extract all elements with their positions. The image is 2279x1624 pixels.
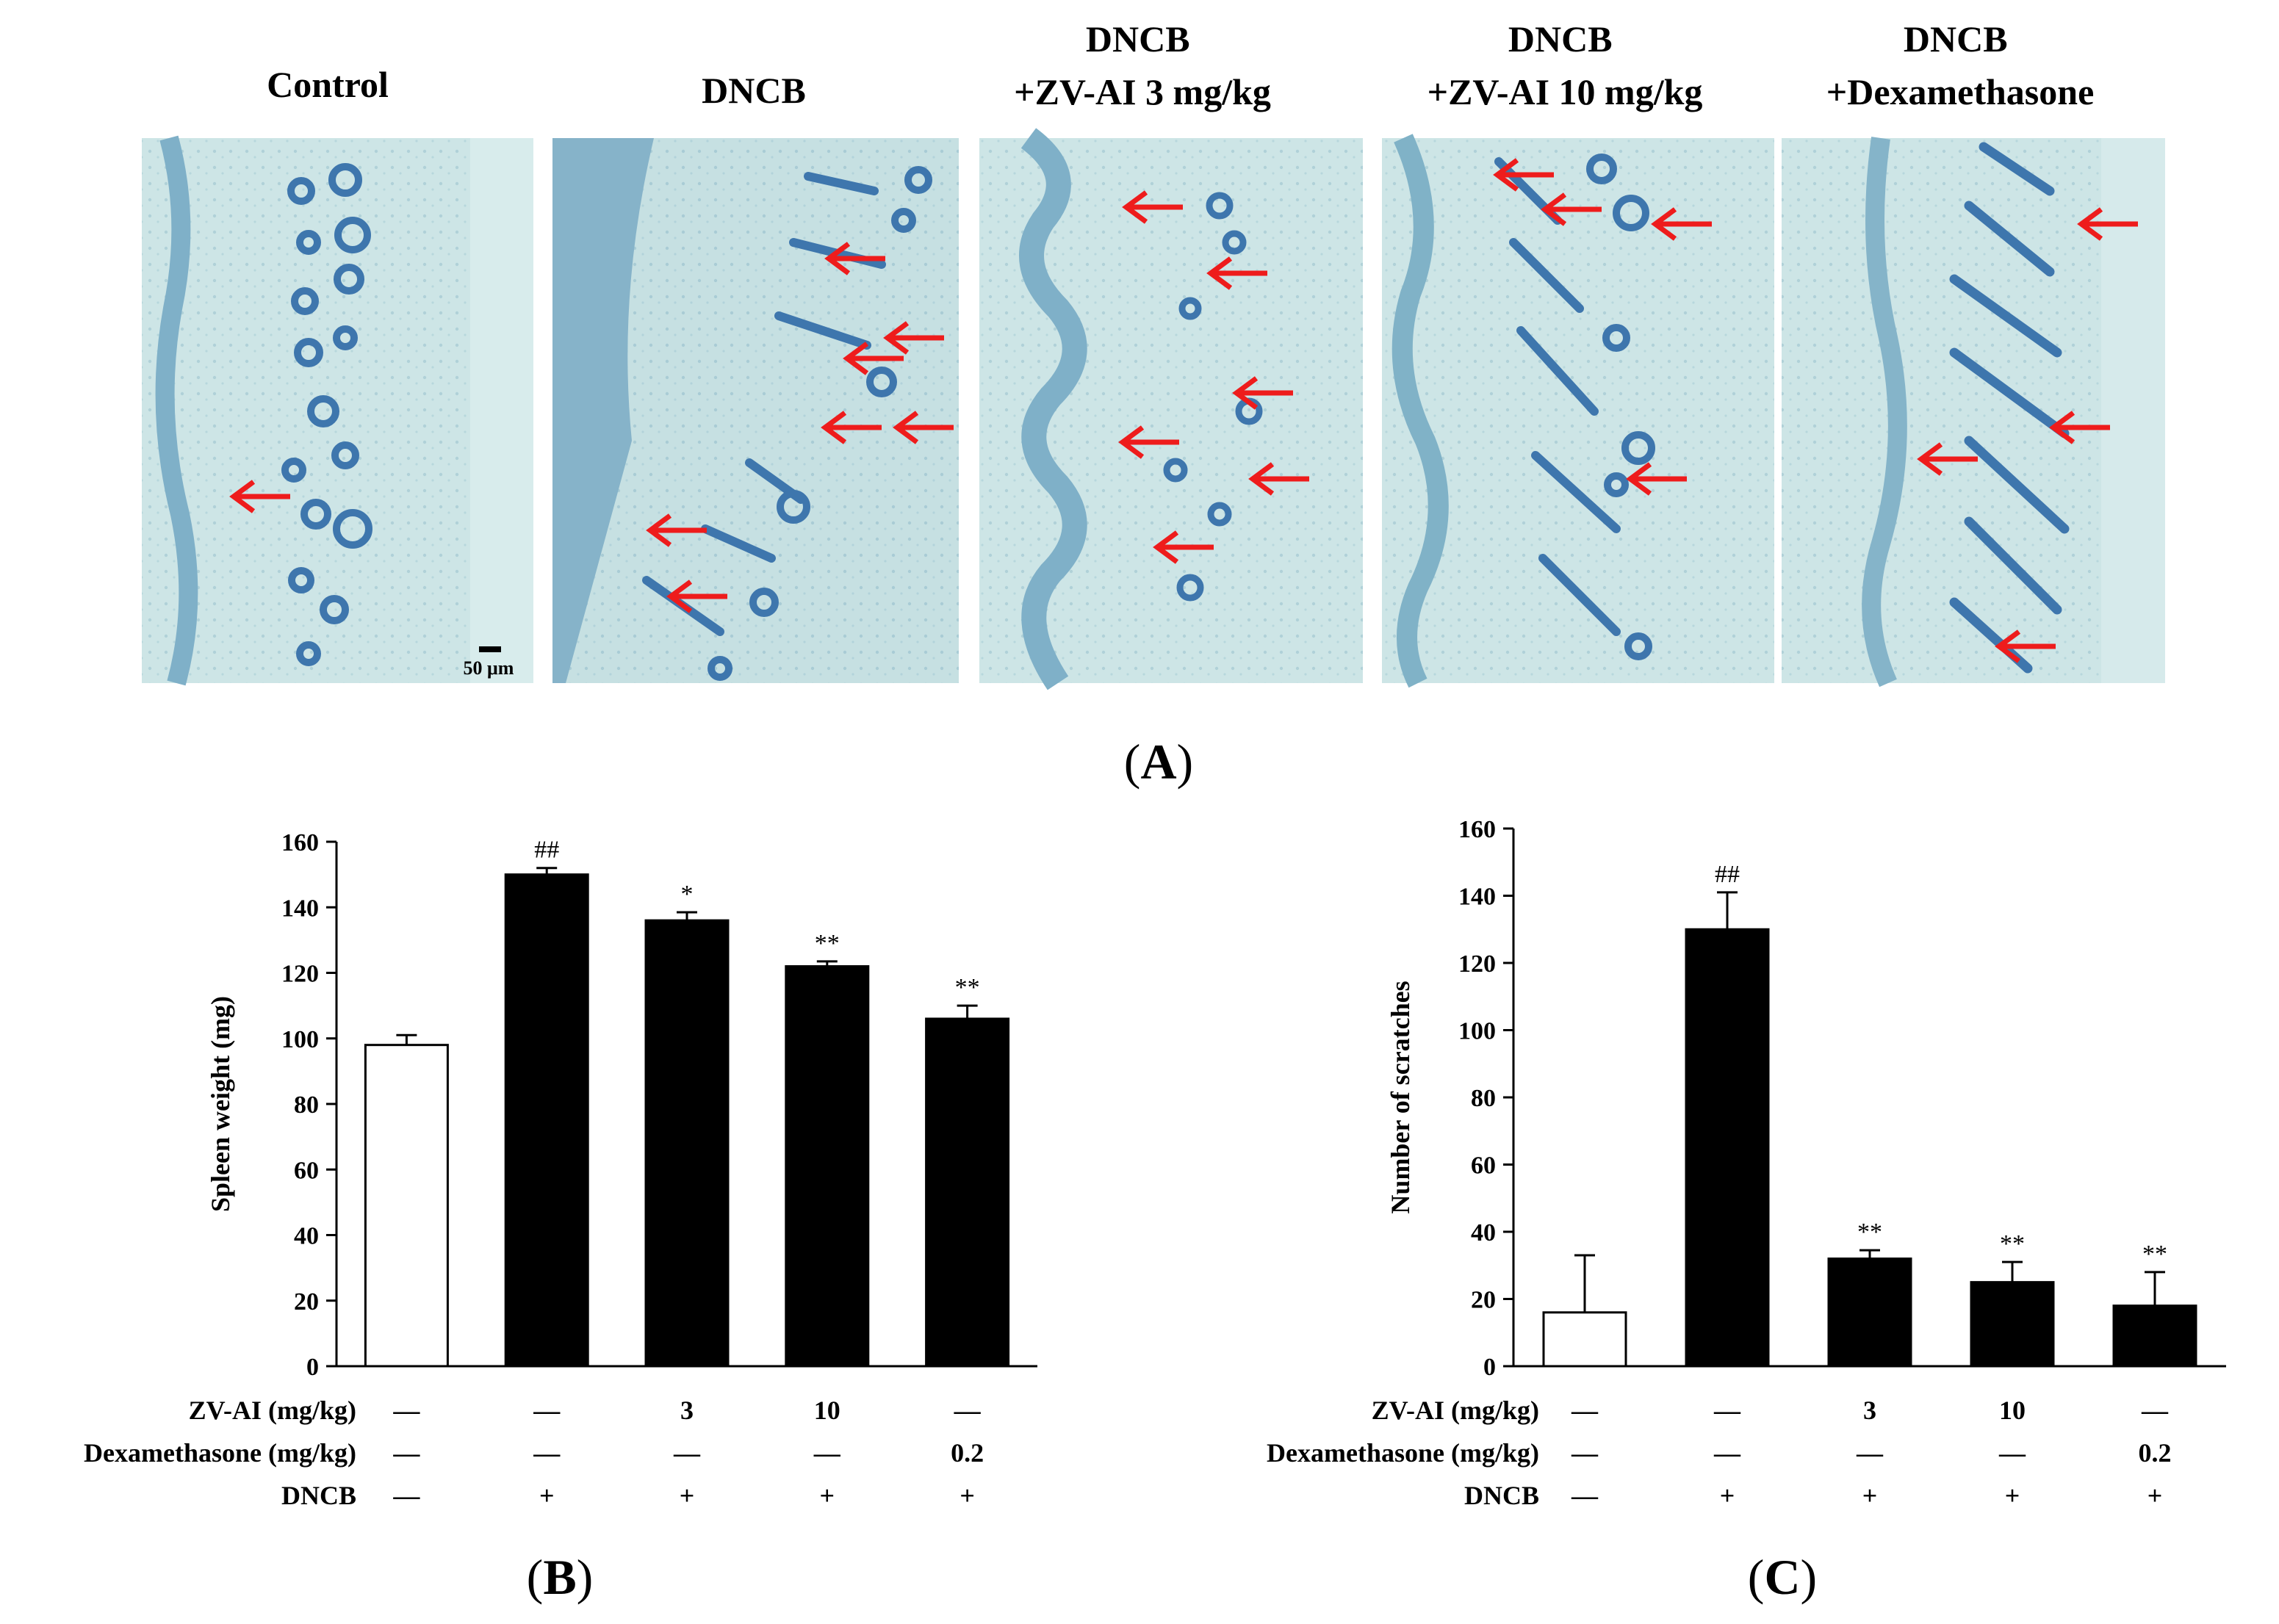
treatment-row-label: DNCB [1464, 1481, 1539, 1510]
treatment-row-label: ZV-AI (mg/kg) [1372, 1396, 1539, 1425]
micrograph-zvai-10 [1382, 134, 1774, 688]
y-tick-label: 80 [1471, 1085, 1496, 1112]
y-tick-label: 40 [1471, 1219, 1496, 1246]
y-axis-label: Number of scratches [1386, 981, 1415, 1213]
panel-a: 50 μm [142, 18, 2165, 790]
treatment-cell: 3 [680, 1396, 694, 1425]
bar [925, 1017, 1010, 1368]
y-tick-label: 40 [294, 1223, 319, 1250]
treatment-cell: 3 [1863, 1396, 1876, 1425]
significance-mark: ** [1857, 1219, 1882, 1246]
bar [504, 873, 589, 1368]
y-tick-label: 160 [281, 829, 319, 856]
y-tick-label: 160 [1458, 816, 1496, 843]
bar [1685, 928, 1770, 1368]
treatment-cell: — [1856, 1438, 1884, 1468]
treatment-cell: — [392, 1438, 420, 1468]
significance-mark: ** [2142, 1241, 2167, 1268]
treatment-row-label: ZV-AI (mg/kg) [189, 1396, 356, 1425]
significance-mark: ** [815, 930, 840, 957]
treatment-cell: — [1713, 1438, 1741, 1468]
y-tick-label: 100 [281, 1026, 319, 1053]
y-tick-label: 0 [1483, 1354, 1496, 1381]
panel-titles: Control DNCB DNCB +ZV-AI 3 mg/kg DNCB +Z… [267, 18, 2094, 112]
treatment-cell: + [820, 1481, 835, 1510]
treatment-cell: — [673, 1438, 701, 1468]
bar [1827, 1257, 1912, 1368]
treatment-cell: — [2141, 1396, 2169, 1425]
treatment-row-label: DNCB [281, 1481, 356, 1510]
treatment-cell: 10 [814, 1396, 840, 1425]
significance-mark: ## [1715, 861, 1740, 888]
treatment-cell: + [960, 1481, 975, 1510]
treatment-cell: + [2147, 1481, 2163, 1510]
y-tick-label: 140 [281, 895, 319, 922]
treatment-cell: 10 [1999, 1396, 2026, 1425]
bar [644, 919, 730, 1368]
treatment-cell: + [680, 1481, 695, 1510]
bar [2112, 1304, 2197, 1368]
bar [364, 1044, 449, 1368]
treatment-cell: — [1998, 1438, 2026, 1468]
treatment-cell: — [1571, 1396, 1599, 1425]
title-zvai-3: DNCB +ZV-AI 3 mg/kg [1014, 18, 1271, 112]
bar [1542, 1311, 1627, 1368]
bar [785, 965, 870, 1368]
panel-label: (C) [1748, 1549, 1817, 1605]
y-tick-label: 140 [1458, 884, 1496, 911]
treatment-cell: + [539, 1481, 555, 1510]
treatment-cell: 0.2 [2139, 1438, 2172, 1468]
micrograph-dncb [552, 138, 959, 683]
treatment-cell: + [1862, 1481, 1878, 1510]
significance-mark: ## [534, 837, 559, 864]
y-axis-label: Spleen weight (mg) [206, 996, 235, 1212]
treatment-row-label: Dexamethasone (mg/kg) [84, 1438, 356, 1468]
treatment-cell: 0.2 [951, 1438, 984, 1468]
scale-bar-label: 50 μm [464, 657, 514, 679]
title-zvai-10: DNCB +ZV-AI 10 mg/kg [1427, 18, 1703, 112]
treatment-cell: + [1720, 1481, 1735, 1510]
y-tick-label: 60 [294, 1157, 319, 1184]
treatment-cell: + [2005, 1481, 2020, 1510]
y-tick-label: 0 [306, 1354, 319, 1381]
treatment-row-label: Dexamethasone (mg/kg) [1267, 1438, 1539, 1468]
y-tick-label: 120 [1458, 950, 1496, 978]
significance-mark: ** [955, 974, 980, 1001]
panel-label: (B) [527, 1549, 594, 1605]
treatment-cell: — [392, 1396, 420, 1425]
y-tick-label: 20 [1471, 1287, 1496, 1314]
micrograph-control: 50 μm [142, 135, 533, 686]
panel-label-a: (A) [1124, 734, 1193, 790]
treatment-cell: — [1713, 1396, 1741, 1425]
title-dexamethasone: DNCB +Dexamethasone [1826, 18, 2095, 112]
chart-b-spleen-weight: 0 20 40 60 80 100 120 140 160 Spleen weight (mg) #… [84, 829, 1037, 1605]
title-dncb: DNCB [702, 70, 806, 111]
micrograph-zvai-3 [979, 128, 1363, 690]
bar [1970, 1281, 2055, 1368]
treatment-cell: — [813, 1438, 841, 1468]
y-tick-label: 120 [281, 961, 319, 988]
treatment-cell: — [1571, 1438, 1599, 1468]
treatment-cell: — [954, 1396, 982, 1425]
y-tick-label: 60 [1471, 1152, 1496, 1180]
significance-mark: * [681, 881, 694, 908]
micrograph-dexamethasone [1782, 137, 2165, 688]
title-control: Control [267, 64, 389, 105]
significance-mark: ** [2000, 1230, 2025, 1257]
treatment-cell: — [533, 1396, 561, 1425]
treatment-cell: — [392, 1481, 420, 1510]
y-tick-label: 100 [1458, 1018, 1496, 1045]
treatment-cell: — [1571, 1481, 1599, 1510]
y-tick-label: 20 [294, 1288, 319, 1316]
y-tick-label: 80 [294, 1091, 319, 1119]
treatment-cell: — [533, 1438, 561, 1468]
chart-c-scratches: 0 20 40 60 80 100 120 140 160 Number of scratches… [1267, 816, 2226, 1605]
